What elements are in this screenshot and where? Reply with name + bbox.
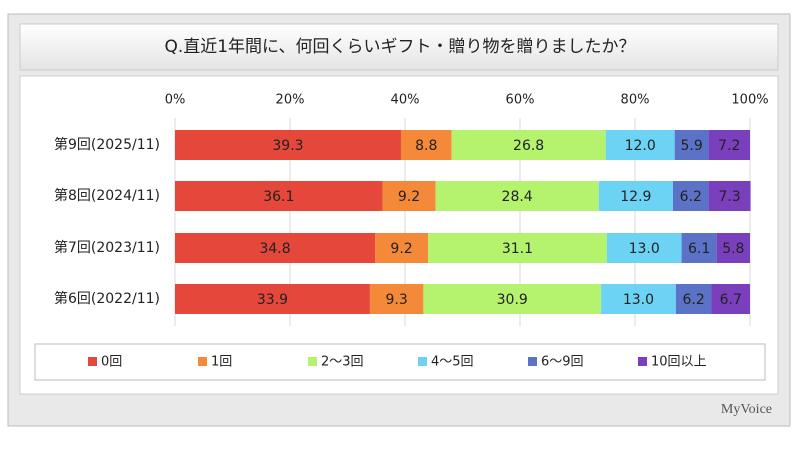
value-label: 34.8 bbox=[259, 241, 290, 257]
bar-segment bbox=[400, 130, 452, 160]
value-label: 13.0 bbox=[623, 292, 654, 308]
bar-segment bbox=[681, 233, 717, 263]
chart-title: Q.直近1年間に、何回くらいギフト・贈り物を贈りましたか？ bbox=[164, 37, 635, 57]
bar-segment bbox=[606, 233, 682, 263]
value-label: 36.1 bbox=[263, 189, 294, 205]
title-band bbox=[19, 23, 779, 71]
bar-segment bbox=[708, 181, 751, 211]
value-label: 39.3 bbox=[272, 138, 303, 154]
legend-label: 0回 bbox=[101, 355, 122, 370]
source-logo: MyVoice bbox=[721, 402, 772, 417]
value-label: 5.9 bbox=[681, 138, 703, 154]
value-label: 31.1 bbox=[502, 241, 533, 257]
y-tick-label: 第7回(2023/11) bbox=[54, 239, 160, 256]
x-tick-label: 40% bbox=[391, 93, 420, 108]
bar-segment bbox=[175, 233, 376, 263]
value-label: 12.0 bbox=[625, 138, 656, 154]
legend-swatch bbox=[528, 357, 537, 366]
value-label: 6.7 bbox=[720, 292, 742, 308]
value-label: 7.2 bbox=[718, 138, 740, 154]
bar-segment bbox=[674, 130, 709, 160]
bar-segment bbox=[451, 130, 606, 160]
y-tick-label: 第6回(2022/11) bbox=[54, 290, 160, 307]
value-label: 12.9 bbox=[620, 189, 651, 205]
value-label: 9.2 bbox=[390, 241, 412, 257]
bar-segment bbox=[675, 284, 712, 314]
bar-segment bbox=[175, 130, 401, 160]
legend-label: 10回以上 bbox=[651, 355, 707, 370]
bar-segment bbox=[598, 181, 673, 211]
legend-label: 2～3回 bbox=[321, 355, 364, 370]
value-label: 30.9 bbox=[497, 292, 528, 308]
bar-segment bbox=[175, 284, 370, 314]
legend-swatch bbox=[638, 357, 647, 366]
value-label: 28.4 bbox=[502, 189, 533, 205]
value-label: 8.8 bbox=[415, 138, 437, 154]
value-label: 33.9 bbox=[257, 292, 288, 308]
legend-swatch bbox=[198, 357, 207, 366]
bar-segment bbox=[175, 181, 383, 211]
bar-segment bbox=[711, 284, 750, 314]
bar-segment bbox=[708, 130, 750, 160]
value-label: 26.8 bbox=[513, 138, 544, 154]
value-label: 9.2 bbox=[398, 189, 420, 205]
legend-label: 6～9回 bbox=[541, 355, 584, 370]
bar-segment bbox=[428, 233, 607, 263]
legend-swatch bbox=[418, 357, 427, 366]
x-tick-label: 60% bbox=[506, 93, 535, 108]
value-label: 7.3 bbox=[718, 189, 740, 205]
bar-segment bbox=[716, 233, 750, 263]
x-tick-label: 0% bbox=[165, 93, 186, 108]
legend-label: 4～5回 bbox=[431, 355, 474, 370]
y-tick-label: 第8回(2024/11) bbox=[54, 187, 160, 204]
value-label: 9.3 bbox=[386, 292, 408, 308]
bar-segment bbox=[601, 284, 676, 314]
bar-segment bbox=[672, 181, 709, 211]
value-label: 6.2 bbox=[683, 292, 705, 308]
x-tick-label: 20% bbox=[276, 93, 305, 108]
bar-segment bbox=[423, 284, 602, 314]
bar-segment bbox=[375, 233, 428, 263]
value-label: 6.2 bbox=[680, 189, 702, 205]
value-label: 13.0 bbox=[629, 241, 660, 257]
bar-segment bbox=[369, 284, 424, 314]
value-label: 6.1 bbox=[688, 241, 710, 257]
legend-swatch bbox=[88, 357, 97, 366]
bar-segment bbox=[605, 130, 675, 160]
legend-label: 1回 bbox=[211, 355, 232, 370]
x-tick-label: 80% bbox=[621, 93, 650, 108]
value-label: 5.8 bbox=[722, 241, 744, 257]
y-tick-label: 第9回(2025/11) bbox=[54, 136, 160, 153]
x-tick-label: 100% bbox=[731, 93, 768, 108]
legend-swatch bbox=[308, 357, 317, 366]
bar-segment bbox=[382, 181, 436, 211]
bar-segment bbox=[435, 181, 599, 211]
